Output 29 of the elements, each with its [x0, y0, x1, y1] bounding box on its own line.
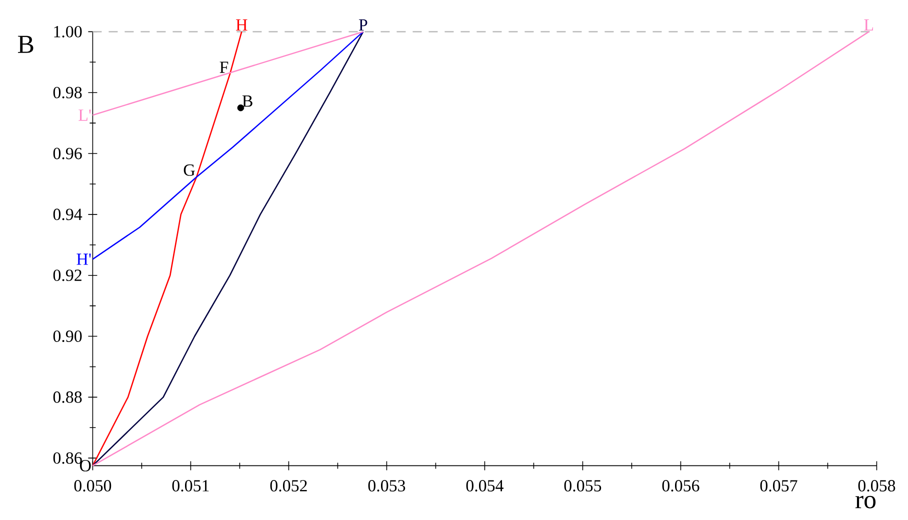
x-tick-label: 0.053 — [368, 480, 406, 492]
x-tick-label: 0.058 — [858, 480, 896, 492]
x-tick-label: 0.055 — [564, 480, 602, 492]
annotation: G — [184, 164, 195, 176]
x-axis-title: ro — [855, 496, 876, 508]
series-label: H' — [76, 254, 91, 265]
y-tick-label: 0.94 — [53, 208, 82, 220]
y-tick-label: 0.96 — [53, 148, 82, 160]
line-series — [92, 31, 364, 260]
y-tick-label: 1.00 — [54, 26, 82, 38]
y-tick-label: 0.86 — [53, 452, 82, 464]
y-tick-label: 0.88 — [53, 391, 82, 403]
x-tick-label: 0.052 — [270, 480, 307, 492]
y-tick-label: 0.92 — [53, 270, 82, 282]
annotation: O — [80, 460, 91, 472]
series-label: L' — [78, 110, 91, 121]
series-label: B — [242, 95, 252, 107]
series-label: L — [864, 19, 874, 30]
series-label: H — [236, 19, 248, 30]
y-axis-title: B — [18, 36, 34, 53]
x-tick-label: 0.056 — [662, 480, 700, 492]
x-tick-label: 0.054 — [466, 480, 504, 492]
x-tick-label: 0.051 — [172, 480, 209, 492]
series-label: P — [358, 19, 368, 30]
x-tick-label: 0.057 — [760, 480, 798, 492]
x-tick-label: 0.050 — [74, 480, 112, 492]
annotation: F — [220, 62, 228, 73]
y-tick-label: 0.90 — [53, 330, 82, 342]
y-tick-label: 0.98 — [53, 86, 82, 98]
